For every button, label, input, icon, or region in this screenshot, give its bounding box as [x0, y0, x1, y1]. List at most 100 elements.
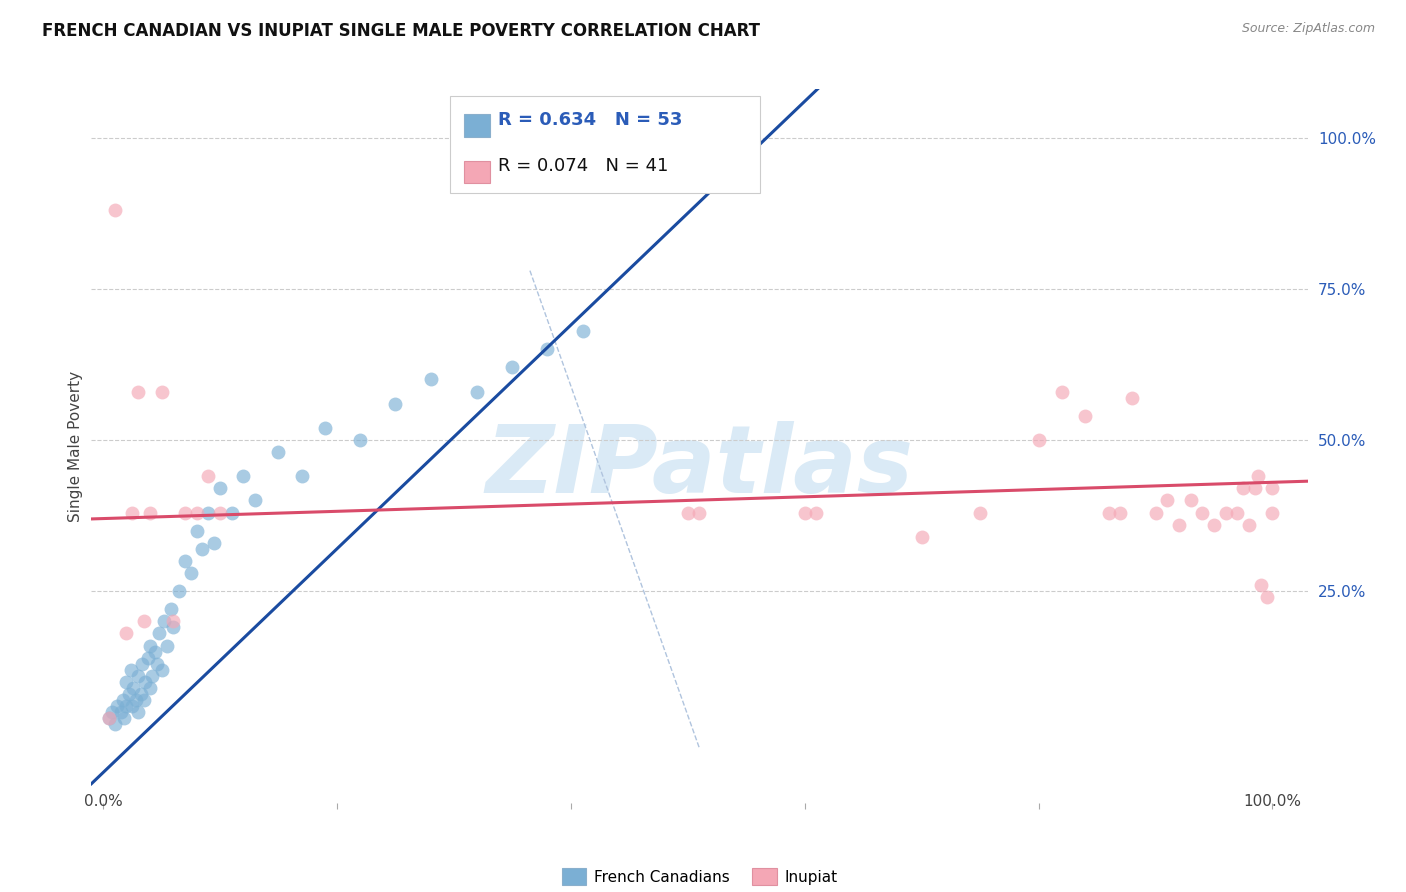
- Point: [136, 650, 159, 665]
- Point: [110, 705, 132, 719]
- Point: [127, 705, 149, 719]
- Point: [143, 645, 166, 659]
- Point: [1109, 506, 1132, 520]
- Point: [536, 343, 558, 357]
- Point: [160, 602, 183, 616]
- Point: [1256, 590, 1278, 604]
- Point: [208, 481, 231, 495]
- Point: [571, 324, 593, 338]
- Point: [501, 360, 523, 375]
- Point: [186, 524, 208, 538]
- Legend: French Canadians, Inupiat: French Canadians, Inupiat: [555, 862, 844, 891]
- Point: [121, 506, 143, 520]
- Point: [1144, 506, 1167, 520]
- Point: [104, 717, 127, 731]
- Point: [121, 699, 143, 714]
- Point: [174, 554, 197, 568]
- Point: [148, 626, 170, 640]
- Point: [969, 506, 991, 520]
- Point: [221, 506, 243, 520]
- Text: 100.0%: 100.0%: [1243, 794, 1302, 809]
- Point: [139, 681, 162, 695]
- Text: R = 0.634   N = 53: R = 0.634 N = 53: [498, 112, 682, 129]
- Point: [132, 693, 155, 707]
- Point: [1202, 517, 1225, 532]
- Point: [101, 705, 124, 719]
- Point: [1156, 493, 1178, 508]
- Text: ZIPatlas: ZIPatlas: [485, 421, 914, 514]
- Point: [115, 699, 138, 714]
- Point: [1232, 481, 1254, 495]
- Point: [1050, 384, 1073, 399]
- Point: [202, 535, 225, 549]
- Point: [97, 711, 120, 725]
- Point: [127, 669, 149, 683]
- Point: [1226, 506, 1249, 520]
- Point: [104, 203, 127, 218]
- Point: [197, 469, 219, 483]
- Point: [349, 433, 371, 447]
- Point: [1191, 506, 1213, 520]
- Point: [162, 620, 184, 634]
- Point: [180, 566, 202, 580]
- Point: [1180, 493, 1202, 508]
- Point: [134, 674, 156, 689]
- Point: [291, 469, 314, 483]
- Point: [1098, 506, 1121, 520]
- Point: [1168, 517, 1191, 532]
- Point: [1121, 391, 1143, 405]
- Point: [806, 506, 828, 520]
- Point: [127, 384, 149, 399]
- Point: [186, 506, 208, 520]
- Point: [115, 626, 138, 640]
- Point: [112, 711, 135, 725]
- Point: [153, 615, 176, 629]
- Point: [419, 372, 441, 386]
- Text: R = 0.074   N = 41: R = 0.074 N = 41: [498, 157, 668, 175]
- Point: [267, 445, 290, 459]
- Point: [125, 693, 148, 707]
- Point: [1250, 578, 1272, 592]
- Point: [793, 506, 815, 520]
- Point: [118, 687, 141, 701]
- Point: [174, 506, 197, 520]
- Point: [150, 384, 173, 399]
- Point: [243, 493, 266, 508]
- Y-axis label: Single Male Poverty: Single Male Poverty: [67, 370, 83, 522]
- Point: [688, 506, 710, 520]
- Point: [1237, 517, 1260, 532]
- Point: [162, 615, 184, 629]
- Point: [97, 711, 120, 725]
- Point: [1028, 433, 1050, 447]
- Point: [150, 663, 173, 677]
- Point: [115, 674, 138, 689]
- Point: [911, 530, 934, 544]
- Point: [156, 639, 179, 653]
- Point: [465, 384, 488, 399]
- Point: [141, 669, 163, 683]
- Point: [1247, 469, 1270, 483]
- Point: [139, 506, 162, 520]
- Point: [139, 639, 162, 653]
- Point: [1215, 506, 1237, 520]
- Point: [167, 584, 190, 599]
- Point: [1261, 481, 1284, 495]
- Text: FRENCH CANADIAN VS INUPIAT SINGLE MALE POVERTY CORRELATION CHART: FRENCH CANADIAN VS INUPIAT SINGLE MALE P…: [42, 22, 761, 40]
- Point: [197, 506, 219, 520]
- Point: [129, 687, 152, 701]
- Point: [232, 469, 254, 483]
- Point: [384, 397, 406, 411]
- Point: [120, 663, 142, 677]
- Point: [676, 506, 699, 520]
- Point: [314, 421, 336, 435]
- Point: [131, 657, 153, 671]
- Point: [105, 699, 128, 714]
- Text: 0.0%: 0.0%: [84, 794, 122, 809]
- Point: [1074, 409, 1097, 423]
- Point: [208, 506, 231, 520]
- Point: [146, 657, 169, 671]
- Point: [132, 615, 155, 629]
- Point: [1261, 506, 1284, 520]
- Text: Source: ZipAtlas.com: Source: ZipAtlas.com: [1241, 22, 1375, 36]
- Point: [191, 541, 214, 556]
